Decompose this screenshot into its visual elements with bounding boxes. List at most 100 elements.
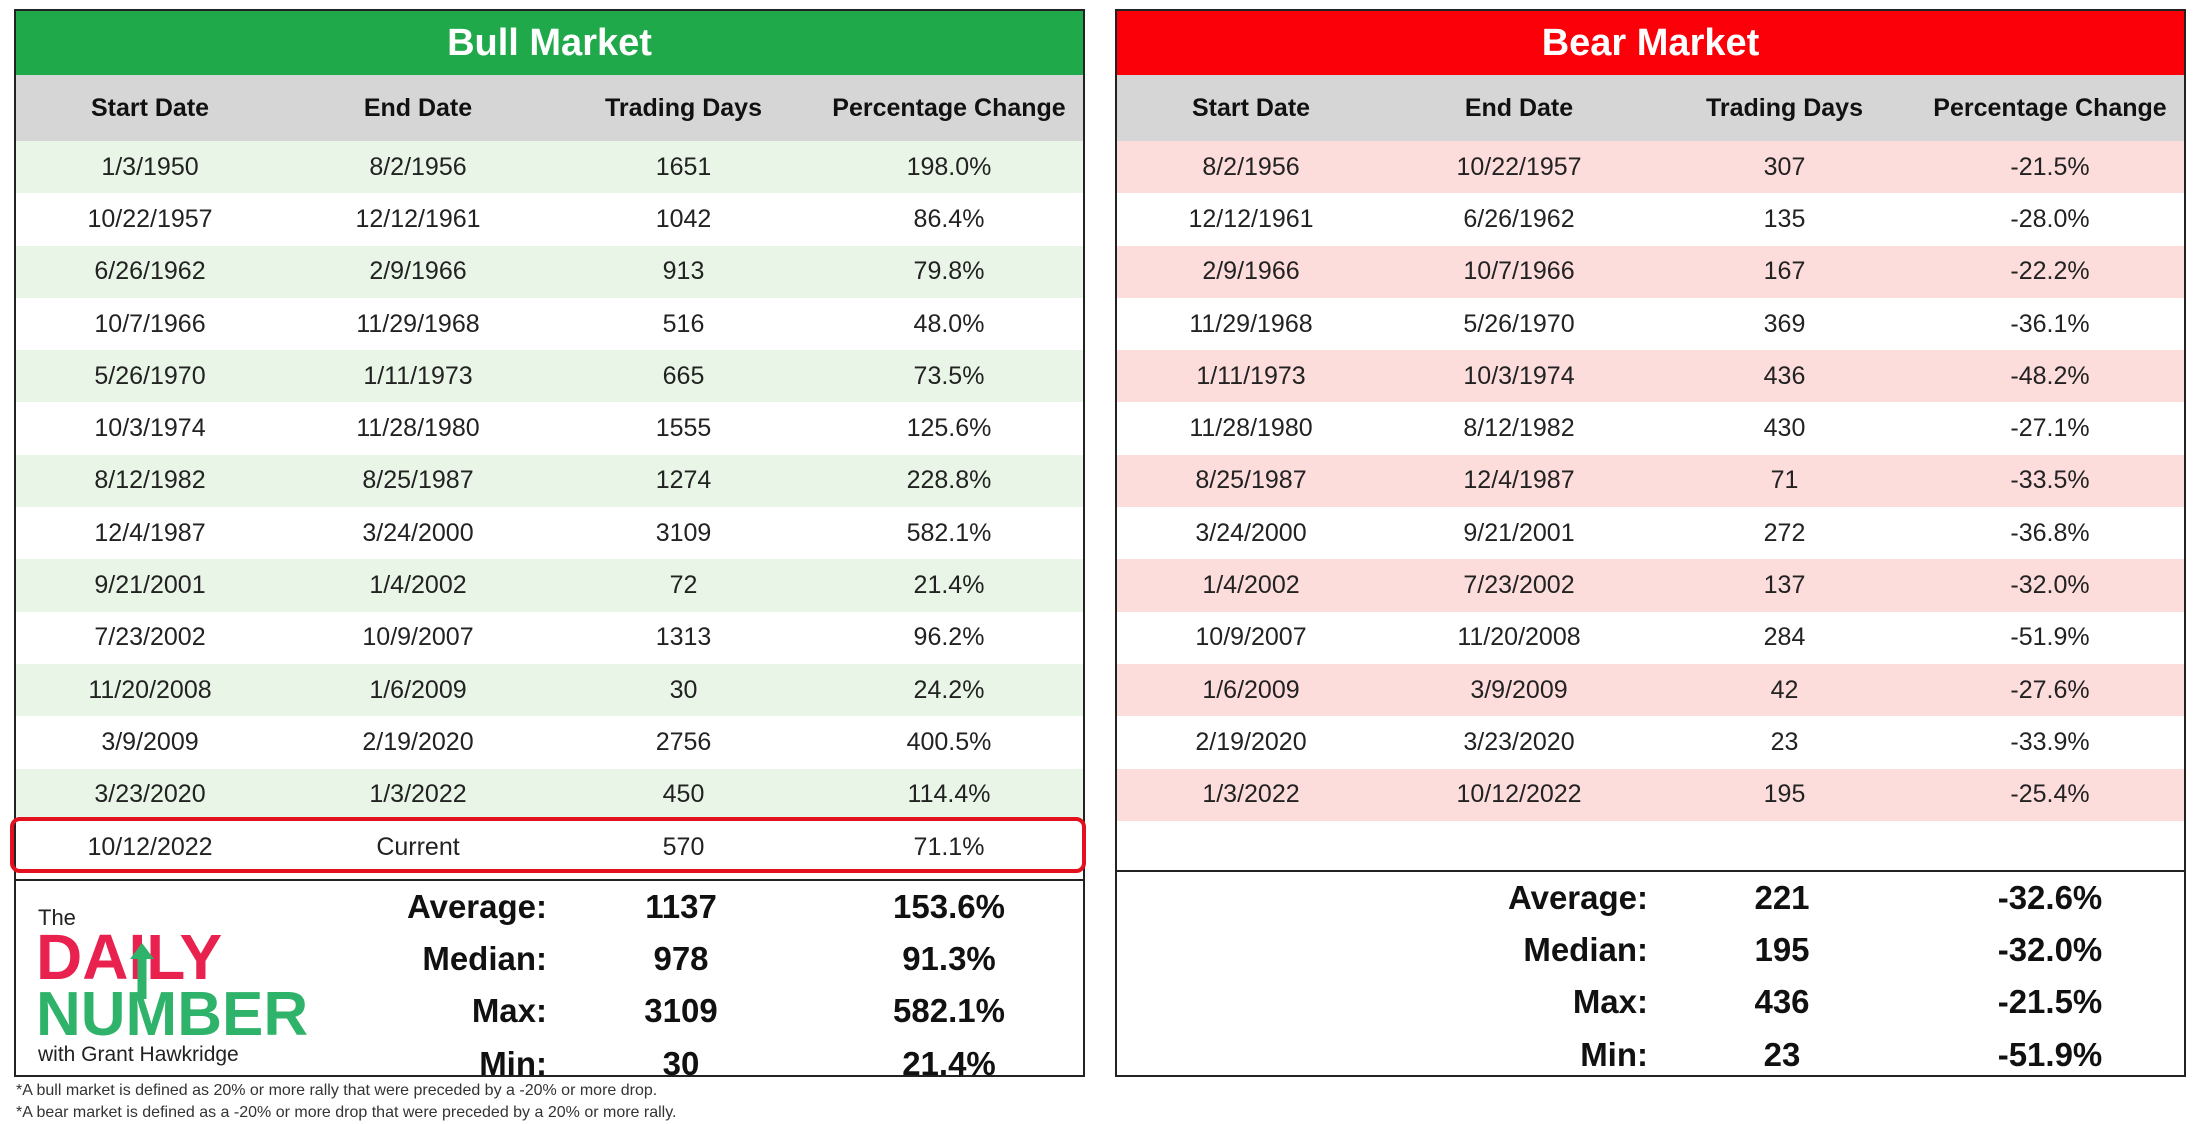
percentage-change-cell: -33.9% [2010,727,2090,756]
trading-days-cell: 272 [1763,518,1806,547]
percentage-change-cell: 21.4% [913,571,985,600]
start-date-cell: 9/21/2001 [94,571,206,600]
trading-days-cell: 1042 [655,204,712,233]
stat-row: Max: 3109 582.1% [16,985,1083,1037]
end-date-cell: 1/11/1973 [363,361,473,390]
end-date-cell: 6/26/1962 [1463,204,1575,233]
table-row: 2/19/2020 3/23/2020 23 -33.9% [1117,716,2184,768]
stat-label: Median: [1523,931,1648,969]
start-date-cell: 1/6/2009 [1202,675,1300,704]
trading-days-cell: 369 [1763,309,1806,338]
bull-definition-footnote: *A bull market is defined as 20% or more… [16,1082,658,1099]
stat-trading-days: 30 [662,1044,700,1082]
start-date-cell: 10/3/1974 [94,414,206,443]
end-date-cell: 11/29/1968 [356,309,480,338]
bull-table-body: 1/3/1950 8/2/1956 1651 198.0% 10/22/1957 12/1… [16,141,1083,873]
stat-percentage-change: -32.6% [1997,879,2103,917]
table-row: 3/9/2009 2/19/2020 2756 400.5% [16,716,1083,768]
end-date-cell: 8/2/1956 [369,152,467,181]
trading-days-cell: 2756 [655,727,712,756]
start-date-cell: 1/11/1973 [1196,361,1306,390]
bear-table-body: 8/2/1956 10/22/1957 307 -21.5% 12/12/1961 6/2… [1117,141,2184,821]
bear-market-title: Bear Market [1117,11,2184,75]
start-date-cell: 1/3/1950 [101,152,199,181]
start-date-cell: 1/3/2022 [1202,780,1300,809]
header-percentage-change: Percentage Change [1933,93,2167,122]
start-date-cell: 11/29/1968 [1189,309,1313,338]
stat-trading-days: 221 [1754,879,1810,917]
table-row: 3/23/2020 1/3/2022 450 114.4% [16,768,1083,821]
table-row: 6/26/1962 2/9/1966 913 79.8% [16,245,1083,298]
header-end-date: End Date [1464,93,1574,122]
stat-trading-days: 978 [653,940,709,978]
stat-label: Min: [1580,1035,1648,1073]
percentage-change-cell: -36.1% [2010,309,2090,338]
header-end-date: End Date [363,93,473,122]
start-date-cell: 2/9/1966 [1202,257,1300,286]
percentage-change-cell: -33.5% [2010,466,2090,495]
start-date-cell: 8/25/1987 [1195,466,1307,495]
table-row: 1/3/1950 8/2/1956 1651 198.0% [16,141,1083,194]
end-date-cell: 8/25/1987 [362,466,474,495]
stat-label: Max: [471,992,547,1030]
stat-row: Max: 436 -21.5% [1117,976,2184,1028]
trading-days-cell: 23 [1770,727,1799,756]
end-date-cell: 7/23/2002 [1463,571,1575,600]
logo-daily-text: DAILY [36,921,222,993]
end-date-cell: 12/12/1961 [355,204,481,233]
daily-number-logo: The DAILY NUMBER with Grant Hawkridge [36,905,308,1066]
trading-days-cell: 42 [1770,675,1799,704]
stat-row: Min: 23 -51.9% [1117,1029,2184,1081]
percentage-change-cell: 86.4% [913,204,985,233]
trading-days-cell: 71 [1770,466,1799,495]
stat-trading-days: 3109 [644,992,718,1030]
start-date-cell: 10/7/1966 [94,309,206,338]
end-date-cell: 2/9/1966 [369,257,467,286]
trading-days-cell: 1651 [655,152,712,181]
logo-the-text: The [38,905,76,930]
percentage-change-cell: 73.5% [913,361,985,390]
end-date-cell: 9/21/2001 [1463,518,1575,547]
stat-row: Median: 195 -32.0% [1117,924,2184,976]
trading-days-cell: 72 [669,571,698,600]
table-row: 10/3/1974 11/28/1980 1555 125.6% [16,402,1083,454]
table-row: 11/28/1980 8/12/1982 430 -27.1% [1117,402,2184,454]
stat-row: Min: 30 21.4% [16,1038,1083,1090]
table-row: 11/29/1968 5/26/1970 369 -36.1% [1117,298,2184,350]
start-date-cell: 11/20/2008 [88,675,212,704]
percentage-change-cell: -27.1% [2010,414,2090,443]
percentage-change-cell: -27.6% [2010,675,2090,704]
bear-definition-footnote: *A bear market is defined as a -20% or m… [16,1104,677,1121]
start-date-cell: 10/12/2022 [87,832,213,861]
trading-days-cell: 3109 [655,518,712,547]
trading-days-cell: 1274 [655,466,712,495]
start-date-cell: 3/9/2009 [101,727,199,756]
bull-market-title: Bull Market [16,11,1083,75]
table-row: 10/22/1957 12/12/1961 1042 86.4% [16,193,1083,245]
table-row: 10/7/1966 11/29/1968 516 48.0% [16,298,1083,350]
end-date-cell: 10/9/2007 [362,623,474,652]
end-date-cell: 12/4/1987 [1463,466,1575,495]
start-date-cell: 11/28/1980 [1189,414,1313,443]
percentage-change-cell: 79.8% [913,257,985,286]
trading-days-cell: 516 [662,309,705,338]
current-row-highlight [10,817,1086,873]
percentage-change-cell: 198.0% [906,152,992,181]
stat-label: Min: [479,1044,547,1082]
table-row: 7/23/2002 10/9/2007 1313 96.2% [16,612,1083,664]
percentage-change-cell: -36.8% [2010,518,2090,547]
percentage-change-cell: -25.4% [2010,780,2090,809]
start-date-cell: 8/2/1956 [1202,152,1300,181]
table-row: 8/25/1987 12/4/1987 71 -33.5% [1117,454,2184,508]
end-date-cell: 10/12/2022 [1456,780,1582,809]
table-row: 8/2/1956 10/22/1957 307 -21.5% [1117,141,2184,194]
table-row: 1/6/2009 3/9/2009 42 -27.6% [1117,663,2184,717]
start-date-cell: 7/23/2002 [94,623,206,652]
table-row: 12/4/1987 3/24/2000 3109 582.1% [16,507,1083,559]
table-row: 1/4/2002 7/23/2002 137 -32.0% [1117,559,2184,612]
trading-days-cell: 436 [1763,361,1806,390]
bull-summary-stats: Average: 1137 153.6% Median: 978 91.3% Max: 310… [16,879,1083,1090]
stat-label: Max: [1572,983,1648,1021]
end-date-cell: 3/9/2009 [1470,675,1568,704]
start-date-cell: 12/4/1987 [94,518,206,547]
